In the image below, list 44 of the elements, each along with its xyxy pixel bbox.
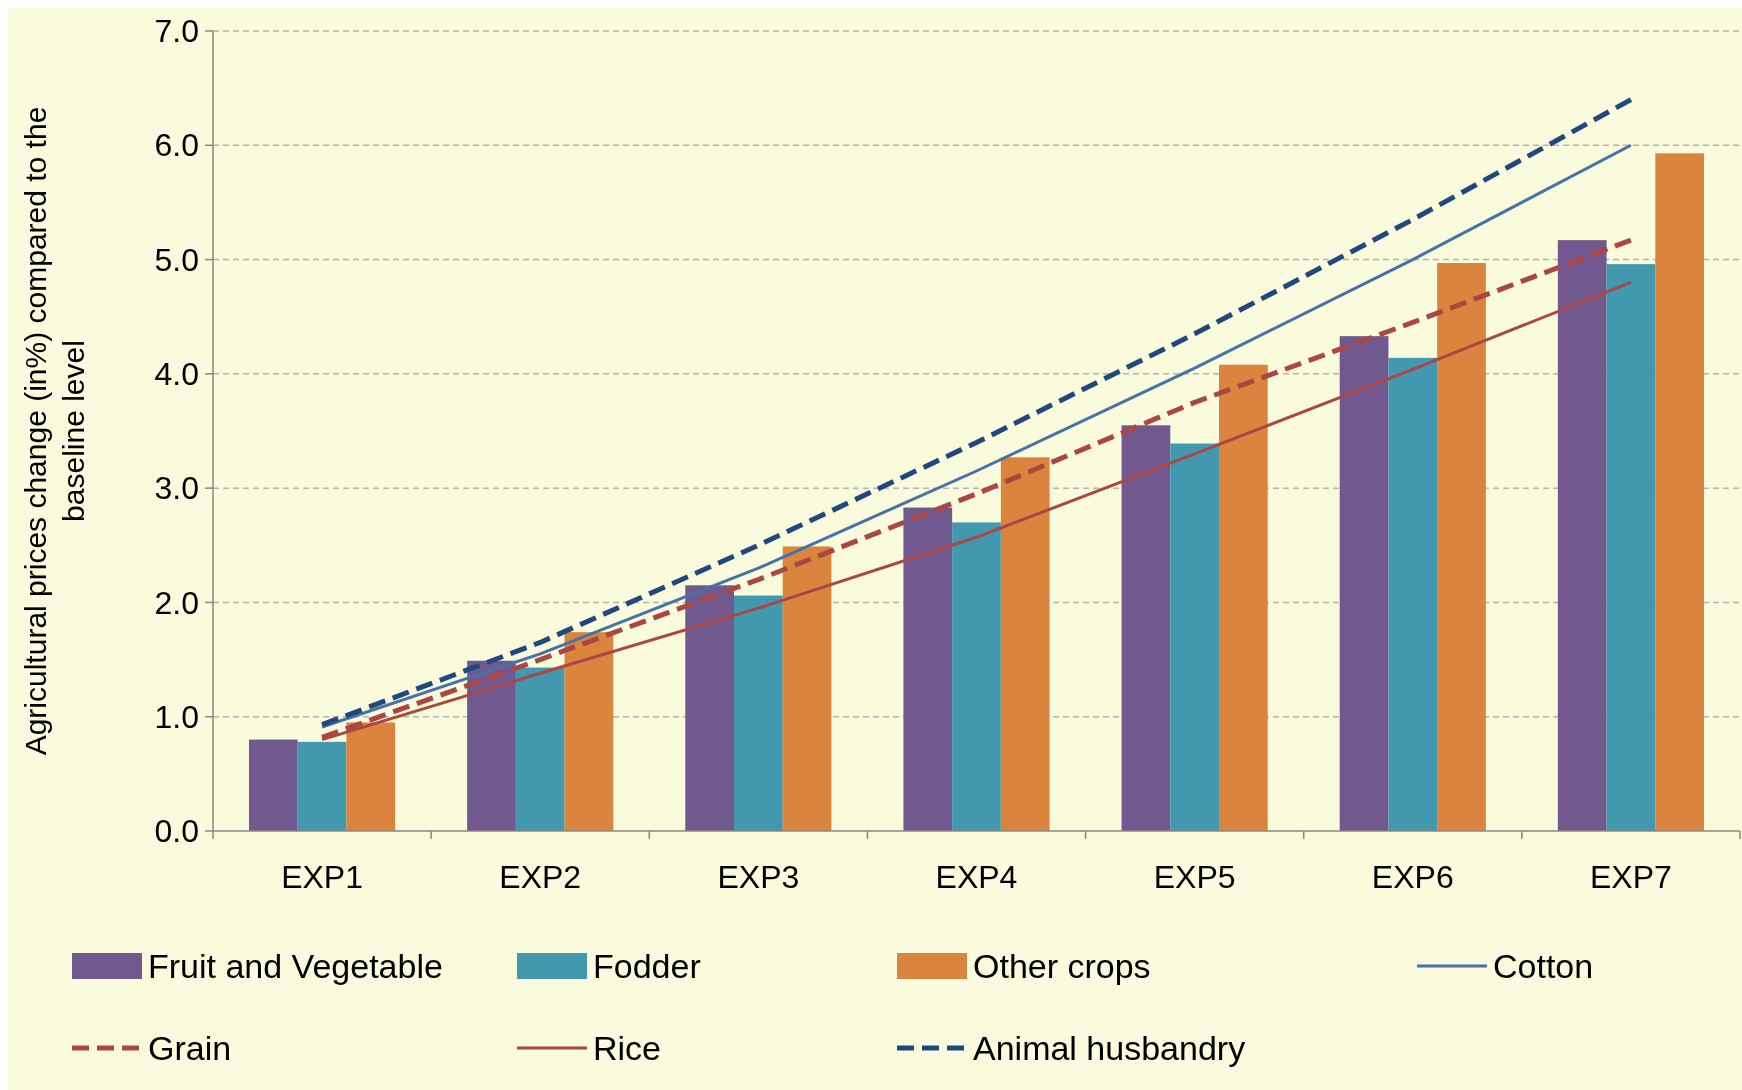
- x-tick-label: EXP6: [1371, 859, 1454, 895]
- bar: [1655, 153, 1705, 831]
- x-tick-label: EXP2: [499, 859, 582, 895]
- y-tick-label: 2.0: [154, 584, 199, 621]
- bar: [346, 722, 396, 831]
- bar: [564, 632, 614, 831]
- legend-label: Fodder: [593, 946, 701, 985]
- bar: [1388, 357, 1438, 831]
- legend-label: Grain: [148, 1028, 232, 1067]
- bar: [1170, 443, 1219, 831]
- bar: [952, 522, 1001, 831]
- bar: [782, 546, 832, 831]
- legend-label: Other crops: [973, 946, 1151, 985]
- y-tick-label: 7.0: [154, 13, 199, 50]
- y-tick-label: 1.0: [154, 698, 199, 735]
- legend-label: Cotton: [1493, 946, 1594, 985]
- x-tick-label: EXP3: [717, 859, 800, 895]
- bar: [1000, 457, 1050, 831]
- legend-label: Animal husbandry: [973, 1028, 1246, 1067]
- bar: [467, 660, 516, 831]
- bar: [248, 739, 298, 831]
- y-tick-label: 6.0: [154, 127, 199, 164]
- y-tick-label: 5.0: [154, 241, 199, 278]
- x-tick-label: EXP1: [281, 859, 363, 895]
- bar: [1219, 364, 1268, 831]
- y-tick-label: 3.0: [154, 470, 199, 507]
- x-tick-label: EXP5: [1153, 859, 1236, 895]
- bar: [1339, 336, 1389, 831]
- bar: [1121, 425, 1171, 831]
- x-tick-label: EXP7: [1590, 859, 1672, 895]
- bar: [903, 507, 953, 831]
- bar: [297, 741, 347, 831]
- x-tick-label: EXP4: [935, 859, 1018, 895]
- y-axis-title: Agricultural prices change (in%) compared to the baseline level: [19, 106, 90, 756]
- legend-label: Fruit and Vegetable: [148, 946, 443, 985]
- legend-label: Rice: [593, 1028, 662, 1067]
- bar: [685, 585, 734, 831]
- y-tick-label: 4.0: [154, 356, 199, 393]
- bar: [515, 667, 565, 831]
- bar: [1606, 264, 1656, 831]
- y-tick-label: 0.0: [154, 813, 199, 850]
- bar: [1437, 263, 1486, 831]
- bar: [1557, 240, 1607, 831]
- bar: [734, 595, 783, 831]
